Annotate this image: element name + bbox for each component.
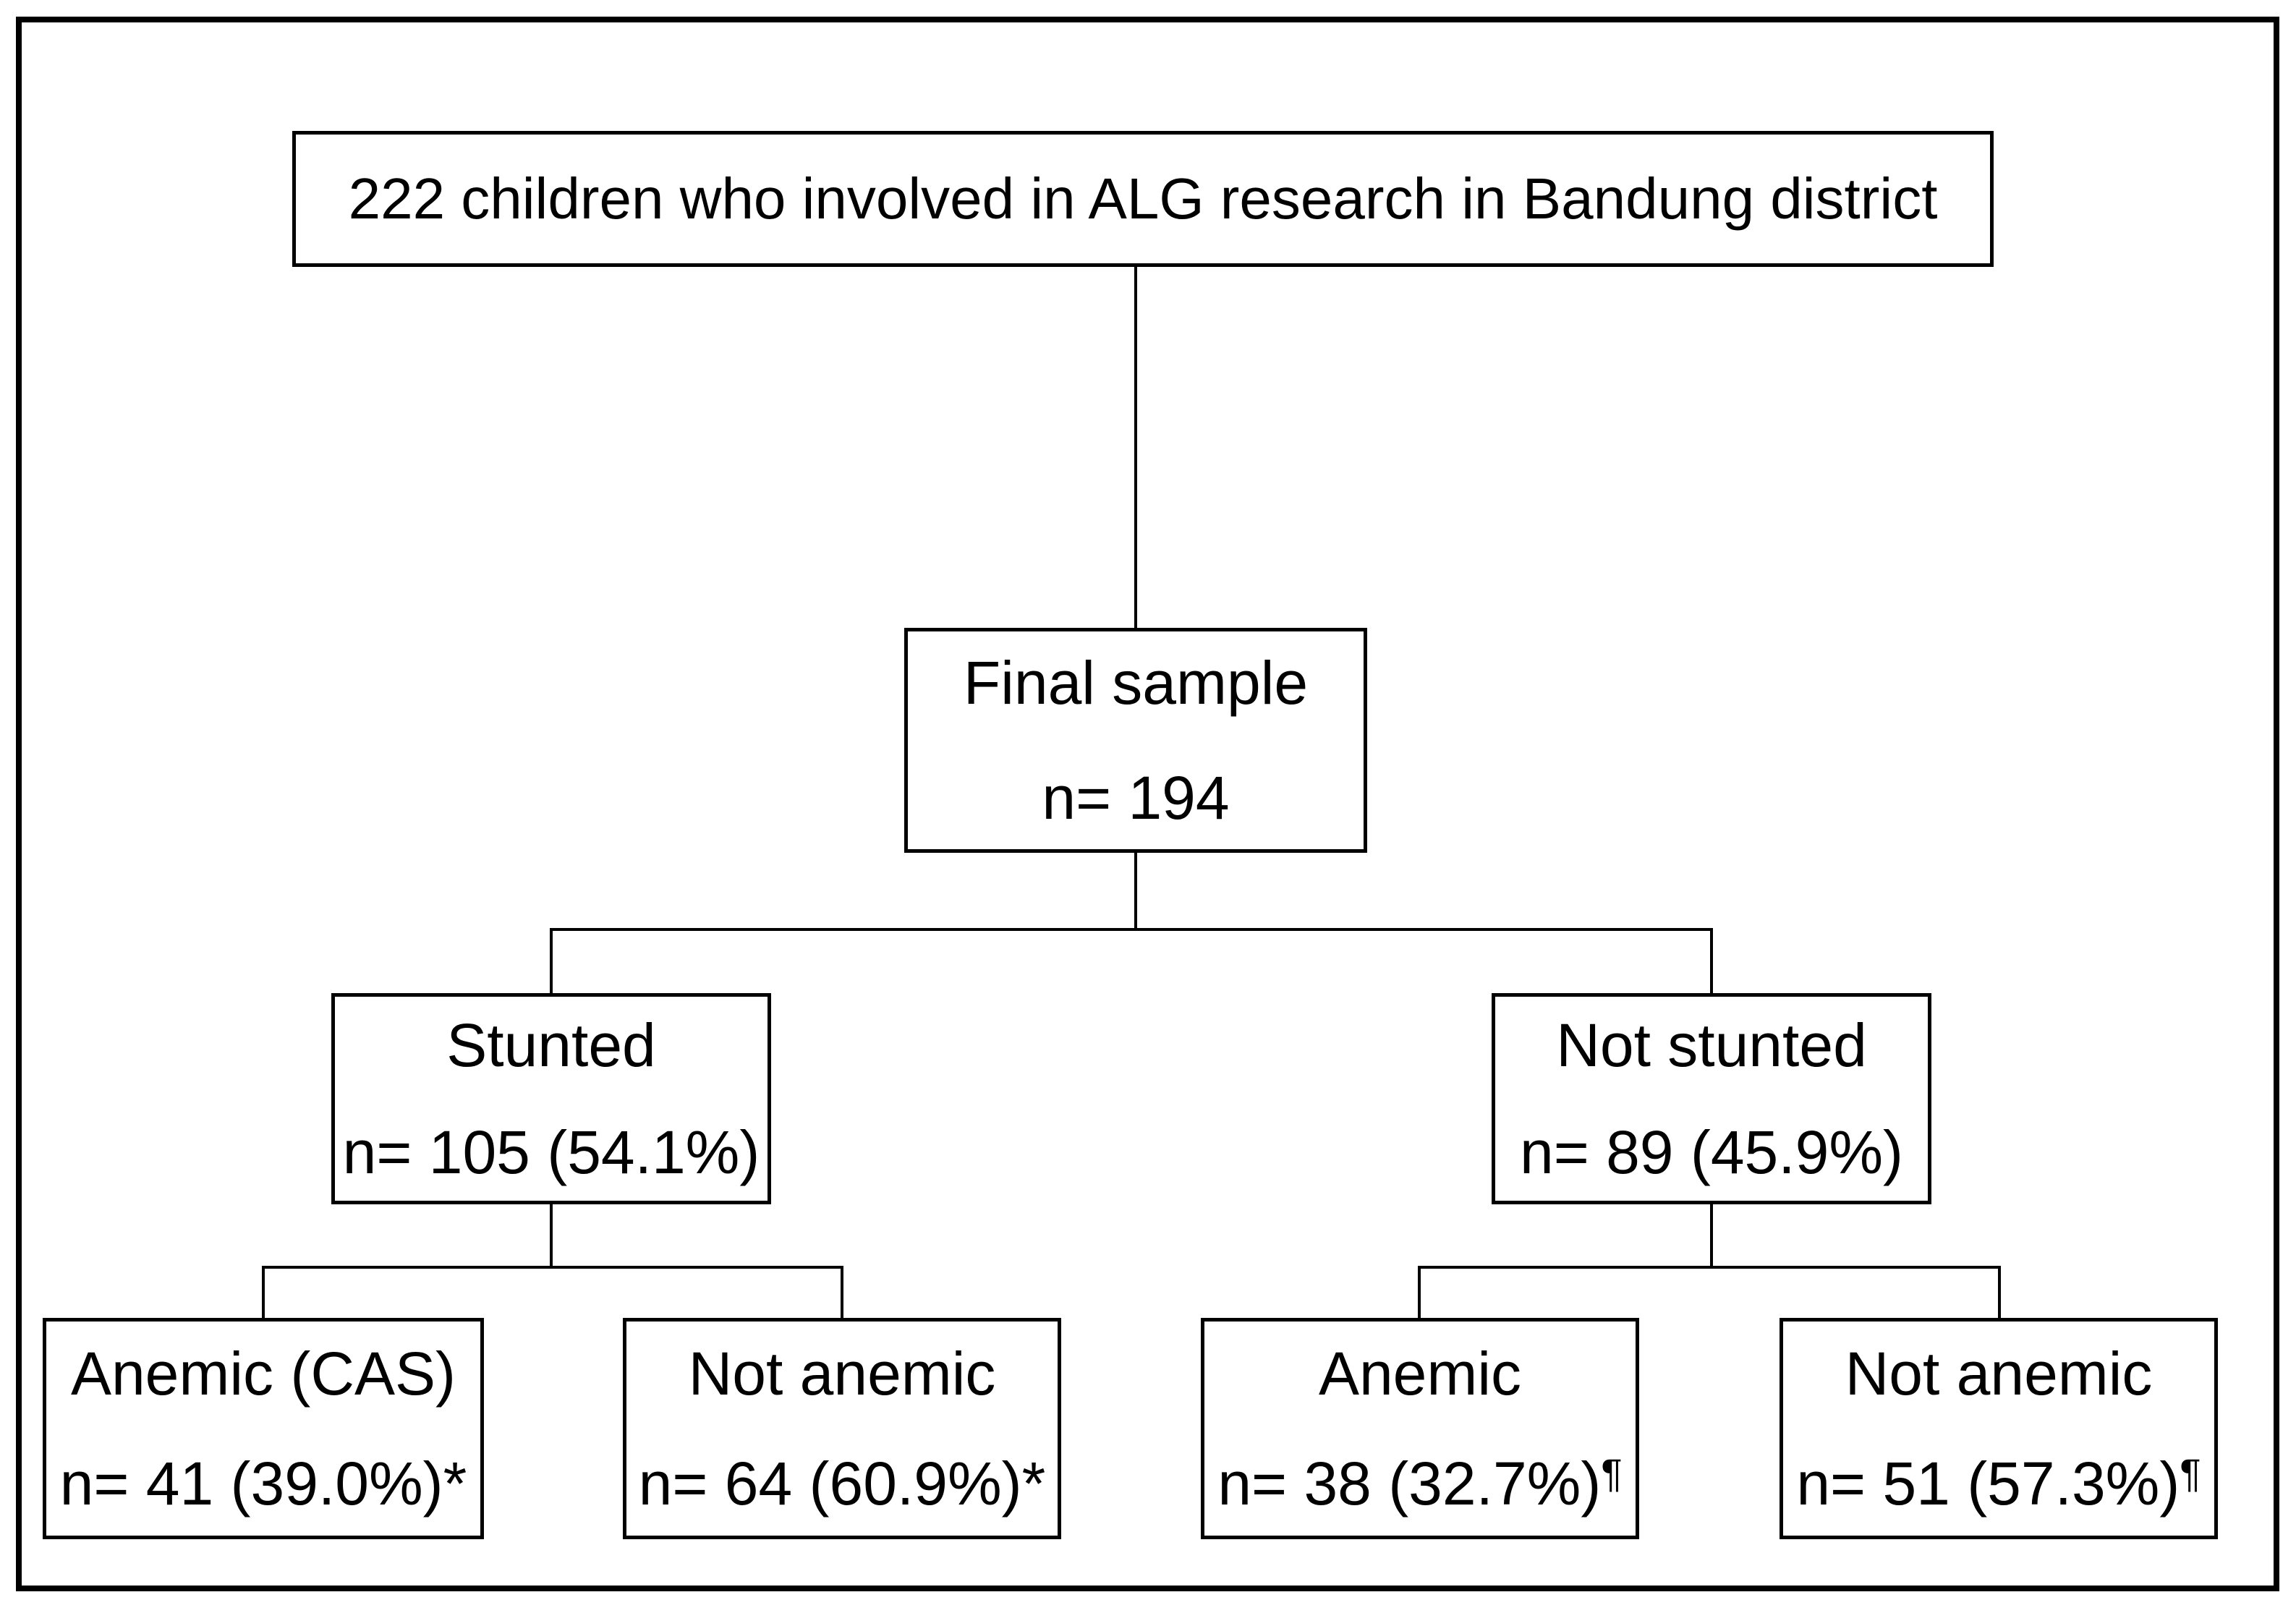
connector-stunted-crossbar — [262, 1266, 843, 1269]
pilcrow-superscript: ¶ — [2180, 1451, 2201, 1496]
node-total-children-label: 222 children who involved in ALG researc… — [348, 166, 1938, 231]
connector-final-stem — [1134, 853, 1137, 929]
node-not-stunted-anemic-label: Anemic — [1318, 1339, 1522, 1408]
node-not-stunted-not-anemic-count: n= 51 (57.3%)¶ — [1796, 1450, 2201, 1517]
node-not-stunted-count: n= 89 (45.9%) — [1519, 1118, 1903, 1186]
connector-level3-crossbar — [550, 928, 1713, 931]
node-stunted-not-anemic-label: Not anemic — [688, 1339, 996, 1408]
node-stunted-anemic-count: n= 41 (39.0%)* — [59, 1450, 467, 1518]
connector-drop-not-stunted — [1710, 928, 1713, 993]
node-final-sample-label: Final sample — [963, 649, 1309, 718]
node-stunted-anemic-label: Anemic (CAS) — [70, 1339, 456, 1408]
node-stunted-not-anemic: Not anemic n= 64 (60.9%)* — [623, 1318, 1061, 1539]
connector-not-stunted-crossbar — [1418, 1266, 2001, 1269]
node-stunted: Stunted n= 105 (54.1%) — [331, 993, 771, 1204]
connector-drop-stunted-not-anemic — [841, 1266, 843, 1318]
node-not-stunted: Not stunted n= 89 (45.9%) — [1492, 993, 1931, 1204]
count-text: n= 38 (32.7%) — [1217, 1450, 1602, 1518]
connector-drop-stunted-anemic — [262, 1266, 265, 1318]
connector-drop-stunted — [550, 928, 553, 993]
connector-drop-not-stunted-not-anemic — [1998, 1266, 2001, 1318]
node-stunted-count: n= 105 (54.1%) — [342, 1118, 760, 1186]
node-stunted-not-anemic-count: n= 64 (60.9%)* — [638, 1450, 1046, 1518]
connector-drop-not-stunted-anemic — [1418, 1266, 1421, 1318]
node-not-stunted-not-anemic: Not anemic n= 51 (57.3%)¶ — [1780, 1318, 2218, 1539]
node-final-sample: Final sample n= 194 — [904, 628, 1367, 853]
node-final-sample-count: n= 194 — [1042, 763, 1230, 832]
connector-total-to-final — [1134, 267, 1137, 628]
node-not-stunted-anemic-count: n= 38 (32.7%)¶ — [1217, 1450, 1622, 1517]
node-not-stunted-label: Not stunted — [1556, 1010, 1867, 1079]
connector-stunted-stem — [550, 1204, 553, 1269]
count-text: n= 51 (57.3%) — [1796, 1450, 2180, 1518]
node-stunted-label: Stunted — [446, 1010, 656, 1079]
figure-border — [16, 17, 2279, 1591]
connector-not-stunted-stem — [1710, 1204, 1713, 1269]
pilcrow-superscript: ¶ — [1601, 1451, 1623, 1496]
node-total-children: 222 children who involved in ALG researc… — [292, 131, 1994, 267]
node-not-stunted-not-anemic-label: Not anemic — [1845, 1339, 2153, 1408]
node-stunted-anemic: Anemic (CAS) n= 41 (39.0%)* — [43, 1318, 484, 1539]
node-not-stunted-anemic: Anemic n= 38 (32.7%)¶ — [1201, 1318, 1639, 1539]
